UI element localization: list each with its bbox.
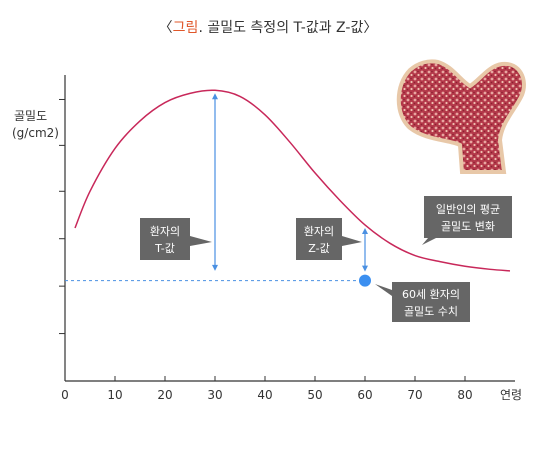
title-rest: . 골밀도 측정의 T-값과 Z-값〉 xyxy=(198,20,377,36)
z-value-arrow xyxy=(362,227,368,272)
chart-title: 〈그림. 골밀도 측정의 T-값과 Z-값〉 xyxy=(159,20,378,36)
x-tick-label: 40 xyxy=(257,388,272,402)
t-callout-line1: 환자의 xyxy=(150,225,180,238)
x-tick-label: 10 xyxy=(107,388,122,402)
y-axis-label-line2: (g/cm2) xyxy=(12,126,59,140)
average-callout-line1: 일반인의 평균 xyxy=(436,202,500,216)
z-callout-line2: Z-값 xyxy=(308,242,329,255)
patient-callout-line2: 골밀도 수치 xyxy=(404,305,458,318)
y-axis-label-line1: 골밀도 xyxy=(14,109,47,123)
x-tick-label: 30 xyxy=(207,388,222,402)
x-tick-label: 20 xyxy=(157,388,172,402)
y-ticks xyxy=(59,98,65,335)
title-accent: 그림 xyxy=(173,20,199,36)
average-bone-density-curve xyxy=(74,89,511,272)
axes xyxy=(64,75,515,382)
t-callout-line2: T-값 xyxy=(154,242,175,255)
t-value-callout: 환자의 T-값 xyxy=(140,218,212,260)
patient-data-point xyxy=(359,274,371,287)
patient-callout-line1: 60세 환자의 xyxy=(402,288,460,301)
average-callout-line2: 골밀도 변화 xyxy=(441,220,495,233)
x-tick-label: 0 xyxy=(61,388,69,402)
x-tick-label: 80 xyxy=(457,388,472,402)
title-prefix: 〈 xyxy=(159,20,173,36)
x-tick-label: 50 xyxy=(307,388,322,402)
average-callout: 일반인의 평균 골밀도 변화 xyxy=(422,196,512,245)
femur-bone-icon xyxy=(396,59,526,174)
z-callout-line1: 환자의 xyxy=(304,225,334,238)
x-ticks: 0 10 20 30 40 50 60 70 80 xyxy=(61,376,473,402)
x-tick-label: 70 xyxy=(407,388,422,402)
patient-callout: 60세 환자의 골밀도 수치 xyxy=(375,282,470,322)
x-axis-label: 연령 xyxy=(500,388,522,402)
x-tick-label: 60 xyxy=(357,388,372,402)
t-value-arrow xyxy=(212,93,218,271)
z-value-callout: 환자의 Z-값 xyxy=(296,218,362,260)
